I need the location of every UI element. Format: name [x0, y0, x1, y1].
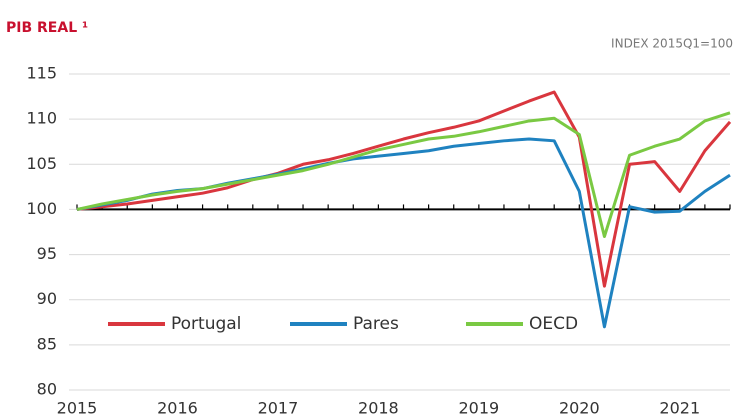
y-tick-label: 80	[37, 380, 57, 399]
y-tick-label: 95	[37, 244, 57, 263]
y-tick-label: 105	[26, 154, 57, 173]
y-tick-label: 90	[37, 289, 57, 308]
legend-label: Pares	[353, 314, 399, 334]
y-tick-label: 100	[26, 199, 57, 218]
x-tick-label: 2016	[157, 399, 198, 418]
series-line	[76, 137, 731, 329]
x-tick-label: 2017	[258, 399, 299, 418]
legend-label: Portugal	[171, 314, 241, 334]
x-tick-label: 2015	[57, 399, 98, 418]
x-tick-label: 2018	[358, 399, 399, 418]
chart-title: PIB REAL ¹	[6, 20, 88, 36]
y-tick-label: 110	[26, 109, 57, 128]
legend-label: OECD	[529, 314, 578, 334]
series-line	[76, 111, 731, 239]
y-tick-label: 115	[26, 64, 57, 83]
chart-subtitle: INDEX 2015Q1=100	[611, 37, 733, 51]
x-tick-label: 2021	[659, 399, 700, 418]
series-line	[76, 90, 732, 288]
y-tick-label: 85	[37, 334, 57, 353]
x-tick-label: 2020	[559, 399, 600, 418]
x-tick-label: 2019	[458, 399, 499, 418]
